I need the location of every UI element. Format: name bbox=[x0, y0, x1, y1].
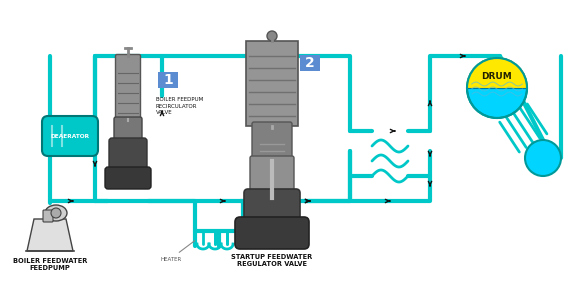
FancyBboxPatch shape bbox=[116, 54, 141, 122]
FancyBboxPatch shape bbox=[235, 217, 309, 249]
Bar bbox=[158, 72, 178, 88]
FancyBboxPatch shape bbox=[246, 41, 298, 126]
Text: BOILER FEEDWATER
FEEDPUMP: BOILER FEEDWATER FEEDPUMP bbox=[13, 258, 87, 271]
FancyBboxPatch shape bbox=[43, 210, 53, 222]
FancyBboxPatch shape bbox=[114, 117, 142, 145]
FancyBboxPatch shape bbox=[105, 167, 151, 189]
Bar bbox=[300, 55, 320, 71]
FancyBboxPatch shape bbox=[250, 156, 294, 200]
Polygon shape bbox=[27, 219, 73, 251]
Ellipse shape bbox=[45, 205, 67, 221]
FancyBboxPatch shape bbox=[244, 189, 300, 235]
Polygon shape bbox=[467, 58, 527, 88]
Text: HEATER: HEATER bbox=[160, 257, 181, 262]
Circle shape bbox=[467, 58, 527, 118]
Text: BOILER FEEDPUM
RECIRCULATOR
VALVE: BOILER FEEDPUM RECIRCULATOR VALVE bbox=[156, 97, 203, 115]
Circle shape bbox=[525, 140, 561, 176]
Ellipse shape bbox=[51, 208, 61, 218]
Text: 2: 2 bbox=[305, 56, 315, 70]
FancyBboxPatch shape bbox=[42, 116, 98, 156]
Text: STARTUP FEEDWATER
REGULATOR VALVE: STARTUP FEEDWATER REGULATOR VALVE bbox=[231, 254, 312, 267]
FancyBboxPatch shape bbox=[109, 138, 147, 179]
Text: DEAERATOR: DEAERATOR bbox=[50, 133, 90, 139]
Text: 1: 1 bbox=[163, 73, 173, 87]
Circle shape bbox=[267, 31, 277, 41]
Text: DRUM: DRUM bbox=[481, 72, 513, 80]
FancyBboxPatch shape bbox=[252, 122, 292, 163]
